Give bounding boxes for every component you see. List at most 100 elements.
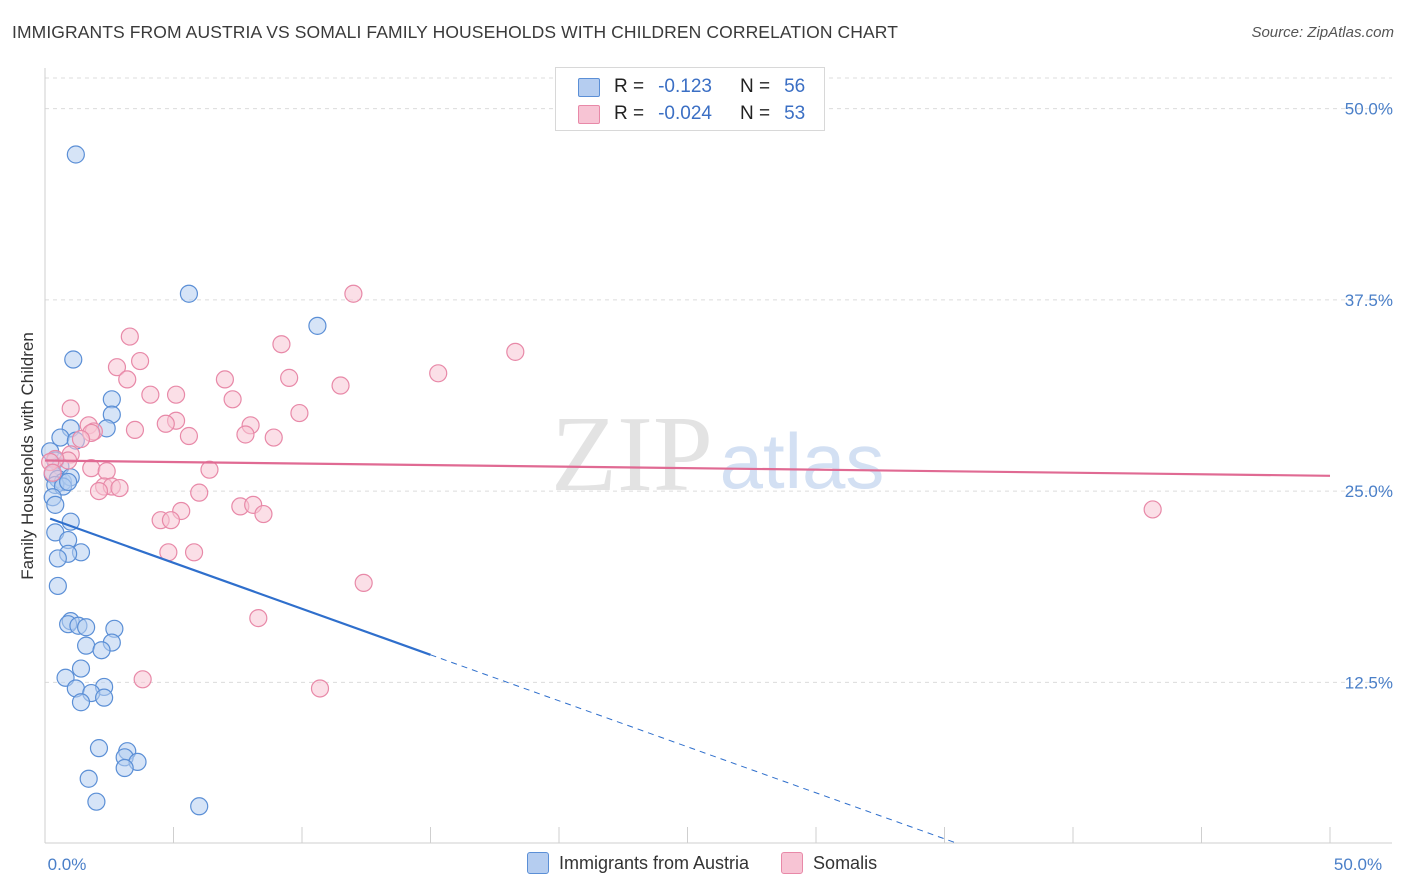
legend-r-value-austria: -0.123 <box>658 76 712 97</box>
data-point <box>223 390 242 409</box>
x-tick-label-max: 50.0% <box>1334 855 1382 874</box>
series-legend-somalis[interactable]: Somalis <box>781 852 877 874</box>
data-point <box>64 350 83 369</box>
y-tick-label: 50.0% <box>1345 100 1393 119</box>
series-swatch-austria <box>527 852 549 874</box>
series-name-austria: Immigrants from Austria <box>559 852 750 873</box>
data-point <box>71 429 91 449</box>
data-point <box>97 462 116 481</box>
legend-r-label: R = <box>614 76 645 97</box>
data-point <box>89 739 109 758</box>
data-point <box>61 512 80 531</box>
correlation-legend: R = -0.123 N = 56 R = -0.024 N = 53 <box>555 67 825 131</box>
legend-n-value-austria: 56 <box>784 76 806 97</box>
data-point <box>125 420 145 439</box>
data-point <box>130 351 150 371</box>
y-tick-label: 37.5% <box>1345 291 1393 310</box>
series-austria-points <box>41 145 327 816</box>
source-label: Source: ZipAtlas.com <box>1251 24 1394 41</box>
data-point <box>118 370 137 389</box>
legend-row-somalis: R = -0.024 N = 53 <box>578 102 805 126</box>
data-point <box>190 797 209 816</box>
data-point <box>95 688 114 707</box>
data-point <box>46 495 65 514</box>
data-point <box>429 364 448 383</box>
axes <box>44 68 1392 844</box>
data-point <box>61 399 80 418</box>
trend-lines <box>44 459 1331 844</box>
data-point <box>48 549 67 568</box>
data-point <box>59 472 78 492</box>
data-point <box>71 659 91 678</box>
data-point <box>344 284 363 303</box>
data-point <box>506 342 525 361</box>
legend-n-label: N = <box>739 76 771 97</box>
legend-n-label: N = <box>739 103 771 124</box>
chart-title: IMMIGRANTS FROM AUSTRIA VS SOMALI FAMILY… <box>12 22 899 42</box>
data-point <box>92 641 111 660</box>
legend-r-value-somalis: -0.024 <box>658 103 712 124</box>
data-point <box>120 327 139 346</box>
data-points <box>41 145 1162 816</box>
data-point <box>133 670 152 689</box>
data-point <box>161 511 181 530</box>
legend-n-value-somalis: 53 <box>784 103 806 124</box>
grid-lines <box>45 77 1392 683</box>
data-point <box>141 385 160 404</box>
data-point <box>290 403 309 423</box>
watermark-atlas: atlas <box>720 417 885 505</box>
data-point <box>166 385 186 404</box>
y-tick-labels: 12.5% 25.0% 37.5% 50.0% <box>1345 100 1393 693</box>
data-point <box>354 573 373 593</box>
x-tick-labels: 0.0% 50.0% <box>48 855 1382 874</box>
data-point <box>280 368 299 387</box>
data-point <box>190 483 209 502</box>
data-point <box>43 463 62 482</box>
series-legend: Immigrants from Austria Somalis <box>527 852 909 874</box>
y-tick-label: 25.0% <box>1345 482 1393 501</box>
data-point <box>236 425 255 444</box>
legend-row-austria: R = -0.123 N = 56 <box>578 75 805 99</box>
data-point <box>310 679 330 698</box>
watermark-zip: ZIP <box>551 395 713 514</box>
legend-swatch-austria <box>578 77 600 97</box>
series-somalis-points <box>41 284 1162 698</box>
data-point <box>79 769 98 788</box>
data-point <box>87 792 106 811</box>
trend-line-extension <box>430 654 957 844</box>
data-point <box>110 478 129 498</box>
data-point <box>156 414 175 433</box>
data-point <box>107 358 127 377</box>
data-point <box>308 316 327 335</box>
data-point <box>215 370 234 389</box>
y-tick-label: 12.5% <box>1345 673 1393 692</box>
data-point <box>77 618 96 637</box>
trend-line <box>44 459 1331 477</box>
data-point <box>254 504 273 524</box>
data-point <box>102 390 121 409</box>
data-point <box>66 145 85 164</box>
data-point <box>89 482 109 501</box>
x-tick-label-min: 0.0% <box>48 855 87 874</box>
data-point <box>249 608 268 628</box>
series-swatch-somalis <box>781 852 804 874</box>
data-point <box>331 376 350 395</box>
trend-line <box>49 517 431 656</box>
data-point <box>115 758 134 778</box>
data-point <box>71 693 91 712</box>
data-point <box>184 543 204 562</box>
data-point <box>264 428 283 447</box>
legend-swatch-somalis <box>578 104 600 124</box>
data-point <box>77 636 96 655</box>
data-point <box>48 576 67 596</box>
data-point <box>200 460 219 479</box>
data-point <box>272 335 291 354</box>
data-point <box>179 426 199 446</box>
series-name-somalis: Somalis <box>813 852 878 873</box>
series-legend-austria[interactable]: Immigrants from Austria <box>527 852 749 874</box>
data-point <box>179 284 199 303</box>
watermark: ZIP atlas <box>551 395 884 514</box>
data-point <box>1143 500 1162 519</box>
legend-r-label: R = <box>614 103 645 124</box>
